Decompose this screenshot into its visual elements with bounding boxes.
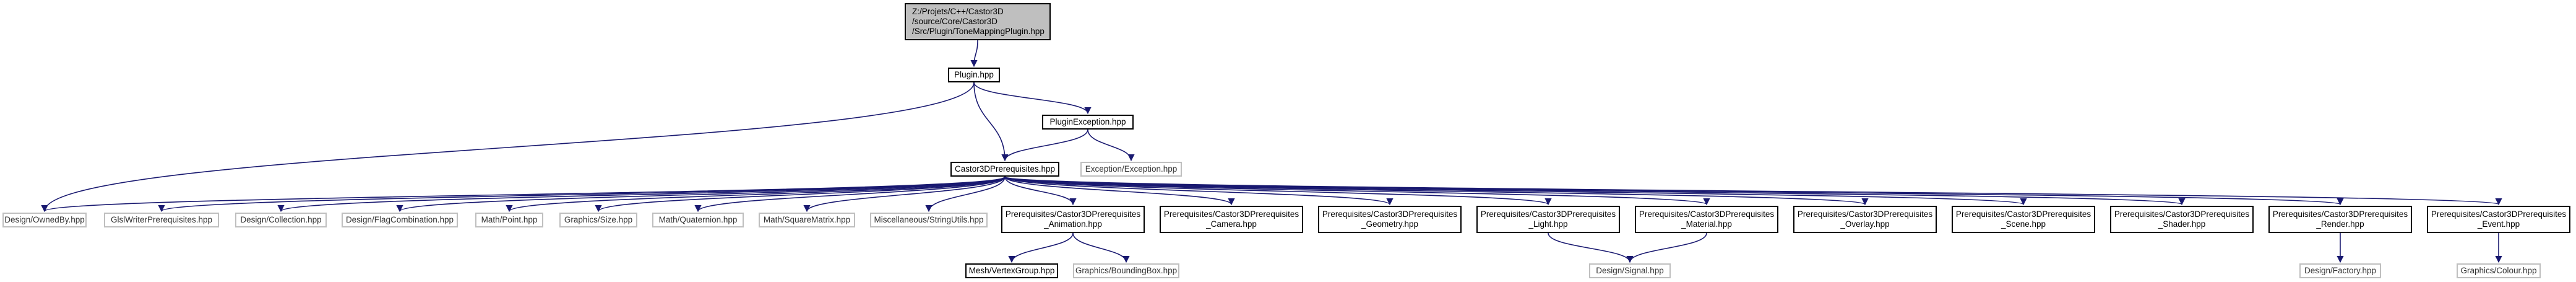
edge-c3dprereq-to-flagcomb	[396, 176, 1006, 213]
edge-c3dprereq-to-stringutils	[925, 176, 1006, 213]
node-glsl-writer-prerequisites[interactable]: GlslWriterPrerequisites.hpp	[104, 213, 219, 227]
edge-c3dprereq-to-point	[506, 176, 1006, 213]
edge-animation-to-boundingbox	[1072, 232, 1130, 263]
node-prereq-event[interactable]: Prerequisites/Castor3DPrerequisites _Eve…	[2427, 206, 2570, 233]
node-graphics-colour[interactable]: Graphics/Colour.hpp	[2457, 263, 2541, 278]
edge-c3dprereq-to-geometry	[1004, 176, 1394, 206]
edge-animation-to-vertexgroup	[1008, 232, 1074, 263]
edge-c3dprereq-to-glslwriter	[158, 176, 1006, 213]
edge-plugin-to-pluginexc	[973, 82, 1092, 115]
edge-c3dprereq-to-overlay	[1004, 176, 1868, 206]
node-prereq-scene[interactable]: Prerequisites/Castor3DPrerequisites _Sce…	[1952, 206, 2095, 233]
node-design-signal[interactable]: Design/Signal.hpp	[1589, 263, 1671, 278]
node-prereq-material[interactable]: Prerequisites/Castor3DPrerequisites _Mat…	[1635, 206, 1778, 233]
node-math-point[interactable]: Math/Point.hpp	[475, 213, 543, 227]
edge-c3dprereq-to-material	[1004, 176, 1710, 206]
node-prereq-overlay[interactable]: Prerequisites/Castor3DPrerequisites _Ove…	[1793, 206, 1937, 233]
node-graphics-boundingbox[interactable]: Graphics/BoundingBox.hpp	[1073, 263, 1179, 278]
node-exception-exception[interactable]: Exception/Exception.hpp	[1080, 162, 1182, 177]
node-design-ownedby[interactable]: Design/OwnedBy.hpp	[2, 213, 87, 227]
edge-c3dprereq-to-event	[1004, 176, 2502, 206]
node-prereq-render[interactable]: Prerequisites/Castor3DPrerequisites _Ren…	[2268, 206, 2412, 233]
node-misc-stringutils[interactable]: Miscellaneous/StringUtils.hpp	[870, 213, 988, 227]
node-math-squarematrix[interactable]: Math/SquareMatrix.hpp	[759, 213, 855, 227]
node-mesh-vertexgroup[interactable]: Mesh/VertexGroup.hpp	[965, 263, 1058, 278]
edge-c3dprereq-to-squarematrix	[803, 176, 1006, 213]
node-prereq-camera[interactable]: Prerequisites/Castor3DPrerequisites _Cam…	[1160, 206, 1303, 233]
edge-c3dprereq-to-animation	[1004, 176, 1077, 206]
edge-c3dprereq-to-quaternion	[694, 176, 1006, 213]
node-prereq-animation[interactable]: Prerequisites/Castor3DPrerequisites _Ani…	[1001, 206, 1145, 233]
node-root-file[interactable]: Z:/Projets/C++/Castor3D /source/Core/Cas…	[905, 3, 1051, 40]
node-prereq-light[interactable]: Prerequisites/Castor3DPrerequisites _Lig…	[1476, 206, 1620, 233]
edge-c3dprereq-to-camera	[1004, 176, 1235, 206]
edge-root-to-plugin	[970, 40, 978, 68]
edge-light-to-signal	[1548, 232, 1634, 263]
edge-pluginexc-to-c3dprereq	[1001, 129, 1088, 162]
edge-c3dprereq-to-light	[1004, 176, 1552, 206]
edge-material-to-signal	[1626, 232, 1707, 263]
edge-plugin-to-ownedby	[41, 82, 975, 213]
node-prereq-geometry[interactable]: Prerequisites/Castor3DPrerequisites _Geo…	[1318, 206, 1462, 233]
node-design-factory[interactable]: Design/Factory.hpp	[2299, 263, 2381, 278]
node-math-quaternion[interactable]: Math/Quaternion.hpp	[652, 213, 744, 227]
node-prereq-shader[interactable]: Prerequisites/Castor3DPrerequisites _Sha…	[2110, 206, 2254, 233]
edge-pluginexc-to-excexc	[1087, 129, 1135, 162]
node-graphics-size[interactable]: Graphics/Size.hpp	[559, 213, 637, 227]
node-design-collection[interactable]: Design/Collection.hpp	[235, 213, 327, 227]
node-castor3d-prerequisites[interactable]: Castor3DPrerequisites.hpp	[950, 162, 1059, 177]
node-design-flagcombination[interactable]: Design/FlagCombination.hpp	[342, 213, 458, 227]
node-plugin-hpp[interactable]: Plugin.hpp	[948, 68, 1000, 82]
edge-c3dprereq-to-size	[595, 176, 1006, 213]
edge-plugin-to-c3dprereq	[973, 82, 1009, 162]
node-plugin-exception[interactable]: PluginException.hpp	[1042, 115, 1134, 130]
edge-c3dprereq-to-collection	[277, 176, 1006, 213]
edge-c3dprereq-to-scene	[1004, 176, 2027, 206]
